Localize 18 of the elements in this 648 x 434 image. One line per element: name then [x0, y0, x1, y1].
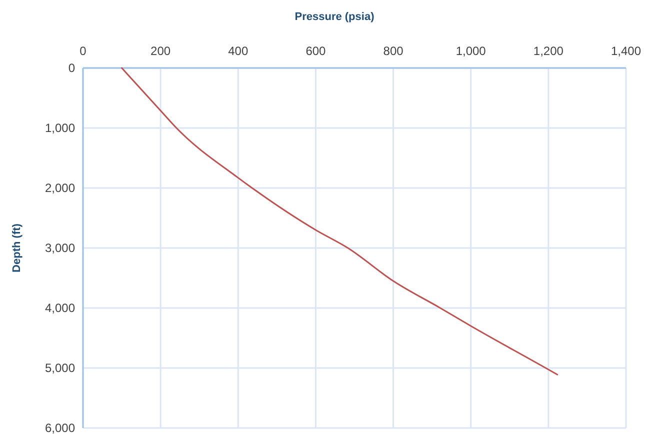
x-tick-label: 400 — [228, 44, 248, 58]
x-tick-label: 1,200 — [533, 44, 564, 58]
y-tick-label: 3,000 — [44, 241, 76, 256]
y-tick-label: 1,000 — [44, 121, 76, 136]
y-tick-label: 0 — [68, 61, 76, 76]
line-series — [121, 67, 558, 376]
x-tick-label: 1,400 — [610, 44, 642, 58]
y-axis-title: Depth (ft) — [11, 223, 23, 272]
y-tick-label: 5,000 — [44, 361, 76, 376]
y-tick-label: 6,000 — [44, 421, 76, 434]
y-tick-label: 2,000 — [44, 181, 76, 196]
x-axis-title: Pressure (psia) — [294, 11, 375, 23]
x-tick-label: 1,000 — [456, 44, 486, 58]
x-tick-label: 800 — [383, 44, 404, 58]
x-tick-label: 200 — [150, 44, 171, 58]
x-tick-label: 600 — [306, 44, 326, 58]
y-tick-label: 4,000 — [44, 301, 76, 316]
x-tick-label: 0 — [80, 44, 87, 58]
